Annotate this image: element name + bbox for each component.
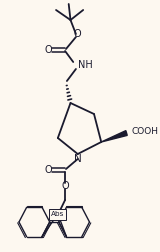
Text: O: O bbox=[44, 45, 52, 55]
Text: N: N bbox=[74, 154, 82, 164]
Text: O: O bbox=[61, 181, 69, 191]
Text: NH: NH bbox=[78, 60, 92, 70]
Text: O: O bbox=[44, 165, 52, 175]
FancyBboxPatch shape bbox=[49, 208, 66, 219]
Polygon shape bbox=[101, 131, 127, 142]
Text: O: O bbox=[73, 29, 81, 39]
Text: Abs: Abs bbox=[51, 211, 64, 217]
Text: COOH: COOH bbox=[131, 128, 158, 137]
